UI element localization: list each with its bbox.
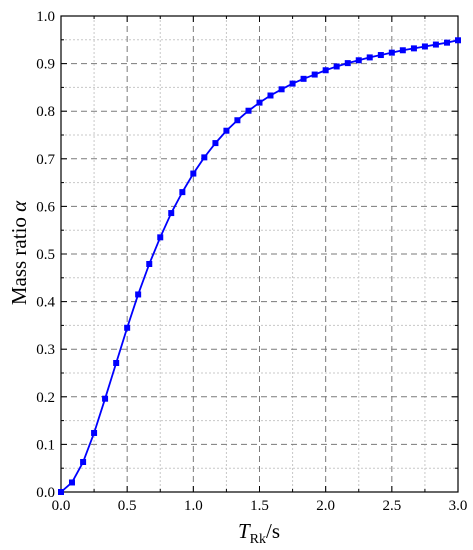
data-point-marker	[245, 107, 252, 114]
data-point-marker	[366, 54, 373, 61]
tick-labels: 0.0 0.5 1.0 1.5 2.0 2.5 3.0 0.0 0.1 0.2 0.3 0.4 0.5 0…	[36, 9, 467, 514]
x-axis-title: TRk/s	[238, 519, 280, 547]
data-point-marker	[388, 49, 395, 56]
y-tick-label: 0.0	[36, 485, 55, 501]
data-point-marker	[212, 140, 219, 147]
y-tick-label: 0.1	[36, 437, 55, 453]
x-axis-title-symbol: T	[238, 519, 251, 543]
data-point-marker	[256, 99, 263, 106]
data-point-marker	[223, 127, 230, 134]
x-axis-title-unit: /s	[266, 519, 280, 543]
data-point-marker	[410, 45, 417, 52]
y-axis-title-text: Mass ratio	[7, 212, 31, 305]
data-point-marker	[289, 80, 296, 87]
data-point-marker	[68, 479, 75, 486]
y-axis-title-symbol: α	[7, 200, 31, 212]
data-point-marker	[190, 170, 197, 177]
data-point-marker	[267, 92, 274, 99]
data-point-marker	[344, 60, 351, 67]
x-tick-label: 3.0	[449, 498, 468, 514]
x-tick-label: 1.0	[184, 498, 203, 514]
grid-lines	[61, 16, 458, 492]
data-point-marker	[311, 71, 318, 78]
data-point-marker	[102, 395, 109, 402]
data-point-marker	[421, 43, 428, 50]
data-point-marker	[80, 459, 87, 466]
data-point-marker	[157, 234, 164, 241]
data-point-marker	[399, 47, 406, 54]
data-point-marker	[234, 117, 241, 124]
y-tick-label: 0.5	[36, 247, 55, 263]
data-point-marker	[58, 489, 64, 495]
data-point-marker	[322, 67, 329, 74]
data-point-marker	[355, 57, 362, 64]
data-point-marker	[124, 324, 131, 331]
data-point-marker	[432, 41, 439, 48]
y-tick-label: 0.7	[36, 152, 55, 168]
data-point-marker	[201, 154, 208, 161]
y-tick-label: 0.4	[36, 295, 55, 311]
data-point-marker	[146, 260, 153, 267]
data-point-marker	[377, 52, 384, 59]
y-tick-label: 0.3	[36, 342, 55, 358]
x-tick-label: 2.5	[382, 498, 401, 514]
y-axis-title: Mass ratio α	[7, 200, 31, 305]
y-tick-label: 0.9	[36, 57, 55, 73]
x-tick-label: 0.5	[118, 498, 137, 514]
data-point-marker	[455, 37, 461, 44]
data-point-marker	[135, 291, 142, 298]
x-tick-label: 2.0	[316, 498, 335, 514]
x-axis-title-subscript: Rk	[250, 532, 266, 547]
data-point-marker	[168, 210, 175, 217]
y-tick-label: 1.0	[36, 9, 55, 25]
data-point-marker	[179, 189, 186, 196]
data-point-marker	[91, 429, 98, 436]
data-point-marker	[300, 75, 307, 82]
y-tick-label: 0.2	[36, 390, 55, 406]
data-point-marker	[333, 63, 340, 70]
data-point-marker	[278, 86, 285, 93]
data-point-marker	[444, 39, 451, 46]
y-tick-label: 0.8	[36, 104, 55, 120]
x-tick-label: 0.0	[52, 498, 71, 514]
y-tick-label: 0.6	[36, 199, 55, 215]
data-series	[58, 37, 461, 495]
axes	[60, 15, 459, 493]
x-tick-label: 1.5	[250, 498, 269, 514]
data-point-marker	[113, 360, 120, 367]
